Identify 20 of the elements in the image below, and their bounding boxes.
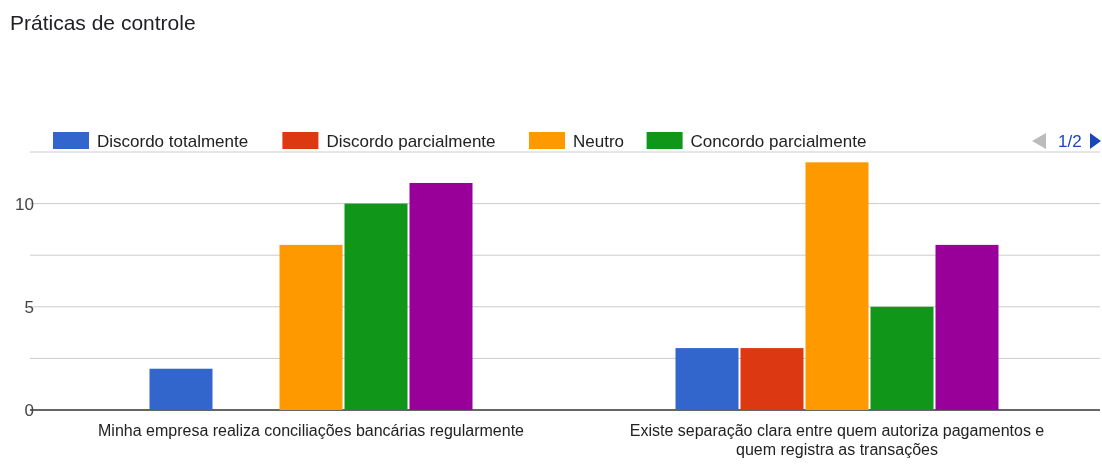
legend-label: Discordo totalmente — [97, 132, 249, 151]
x-tick-label: Existe separação clara entre quem autoriza pagamentos e quem registra as transações — [629, 422, 1045, 458]
bar — [805, 162, 869, 410]
bar — [740, 348, 804, 410]
text: 1/2 — [1058, 132, 1082, 151]
legend-label: Discordo parcialmente — [326, 132, 496, 151]
bar — [149, 368, 213, 410]
bar — [279, 244, 343, 410]
chart-title: Práticas de controle — [10, 11, 196, 34]
bar — [935, 244, 999, 410]
legend-label: Neutro — [573, 132, 625, 151]
y-tick-label: 5 — [24, 297, 34, 317]
x-tick-label: Minha empresa realiza conciliações bancárias regularmente — [98, 422, 525, 439]
y-tick-label: 10 — [15, 194, 34, 214]
y-tick-label: 0 — [24, 401, 34, 420]
bar — [675, 348, 739, 410]
bar — [409, 182, 473, 410]
legend-label: Concordo parcialmente — [690, 132, 867, 151]
bar — [870, 306, 934, 410]
bar — [344, 203, 408, 410]
